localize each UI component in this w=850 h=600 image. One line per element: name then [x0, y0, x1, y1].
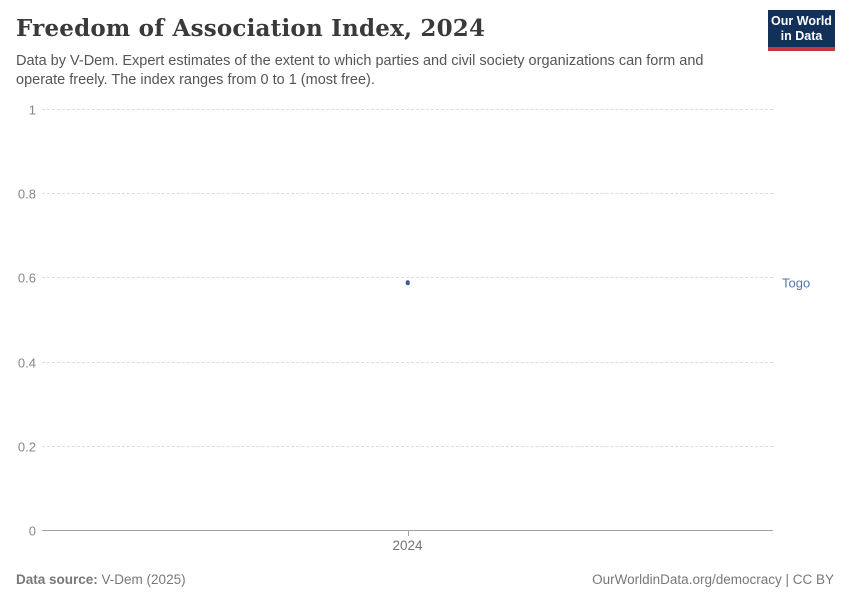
owid-logo-line1: Our World	[771, 14, 832, 28]
gridline	[42, 445, 773, 447]
x-axis-line	[42, 530, 773, 531]
entity-label-togo[interactable]: Togo	[782, 275, 811, 291]
y-axis-tick-label: 0.2	[17, 439, 36, 455]
chart-footer: Data source: V-Dem (2025) OurWorldinData…	[16, 572, 834, 587]
chart-subtitle: Data by V-Dem. Expert estimates of the e…	[16, 53, 704, 88]
y-axis-tick-label: 0.6	[17, 270, 36, 286]
data-source-label: Data source:	[16, 572, 98, 587]
y-axis-tick-label: 0.8	[17, 186, 36, 202]
owid-credit-link[interactable]: OurWorldinData.org/democracy | CC BY	[592, 572, 834, 587]
y-axis-labels: 0 0.2 0.4 0.6 0.8 1	[0, 104, 36, 538]
chart-title: Freedom of Association Index, 2024	[16, 15, 486, 42]
x-axis-tick	[407, 531, 409, 536]
data-source-value: V-Dem (2025)	[101, 572, 186, 587]
gridline	[42, 277, 773, 279]
gridline	[42, 193, 773, 195]
gridline	[42, 109, 773, 110]
y-axis-tick-label: 1	[28, 102, 36, 118]
data-point-togo[interactable]	[405, 280, 410, 285]
owid-logo-line2: in Data	[780, 28, 823, 43]
y-axis-tick-label: 0.4	[17, 355, 36, 371]
y-axis-tick-label: 0	[28, 523, 36, 539]
plot-area: 2024 Togo	[42, 109, 810, 553]
x-axis-tick-label: 2024	[392, 538, 423, 553]
owid-logo[interactable]: Our World in Data	[768, 10, 835, 51]
gridline	[42, 361, 773, 363]
data-source-note: Data source: V-Dem (2025)	[16, 572, 186, 587]
